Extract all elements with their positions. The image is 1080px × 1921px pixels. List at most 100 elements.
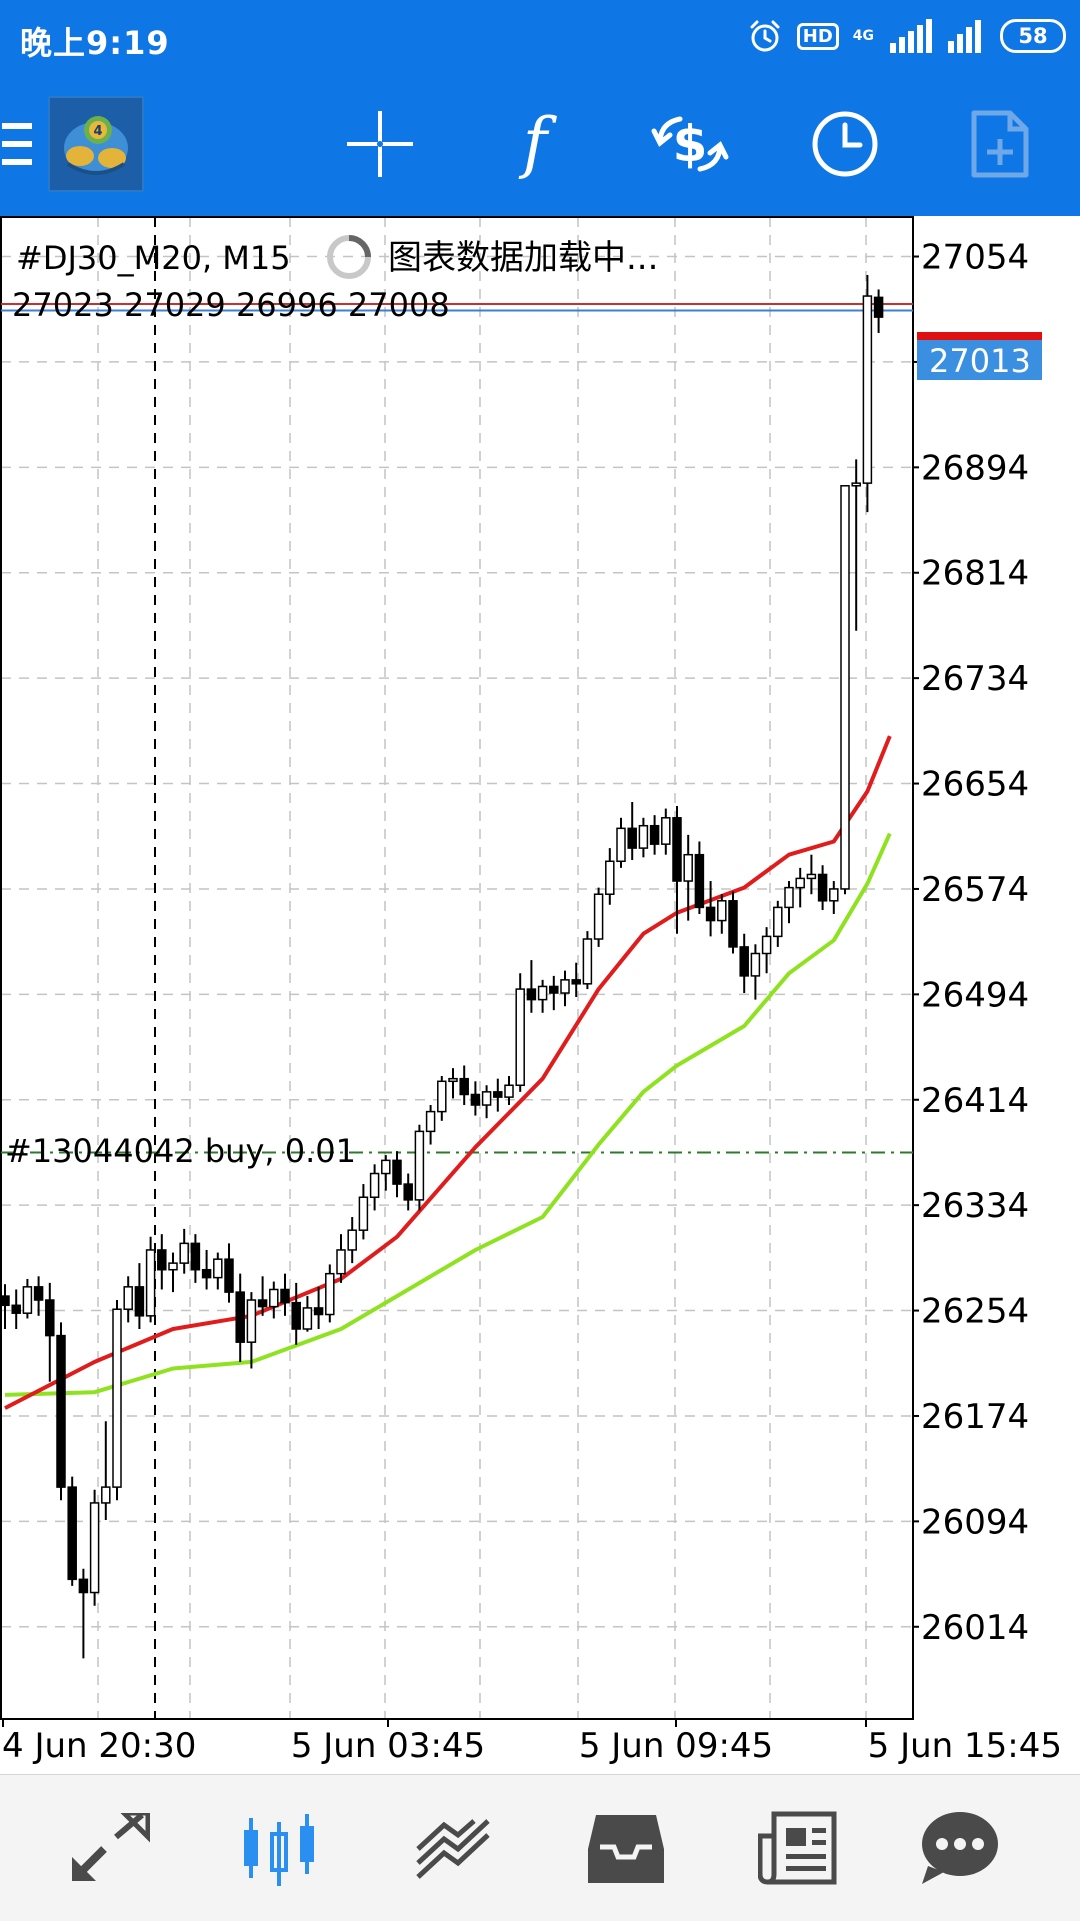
candle-body [739,946,749,977]
candle-body [235,1291,245,1343]
x-tick-label: 4 Jun 20:30 [2,1726,196,1766]
nav-chart[interactable] [222,1775,342,1921]
candle-body [11,1304,21,1314]
candle [571,962,581,997]
candle [582,931,593,990]
candle [661,808,671,855]
candle [78,1568,89,1659]
x-tick-label: 5 Jun 15:45 [868,1726,1062,1766]
chat-icon [922,1812,998,1884]
candle-body [56,1334,66,1488]
order-label: #13044042 buy, 0.01 [5,1132,356,1170]
candle [728,891,738,954]
battery-indicator: 58 [1000,19,1066,53]
candle-body [672,817,682,882]
metatrader-logo[interactable]: 4 [48,96,144,192]
candle-body [0,1295,10,1307]
candle [829,881,839,914]
candle-body [257,1299,268,1308]
candle [504,1076,514,1106]
y-tick-label: 26654 [921,765,1029,805]
candle-body [840,485,850,890]
candle-body [593,893,604,940]
candle-body [504,1084,514,1098]
history-icon [588,1815,664,1883]
x-tick-label: 5 Jun 09:45 [579,1726,773,1766]
candle-body [89,1502,100,1594]
y-tick-label: 26254 [921,1292,1029,1332]
candle-body [201,1268,212,1279]
candle-body [605,860,615,895]
candle [67,1476,77,1586]
y-tick-label: 26494 [921,975,1029,1015]
ma-fast-line [4,735,892,1410]
new-chart-icon [971,110,1029,178]
candle [515,973,525,1092]
candle-body [347,1229,357,1251]
candle-body [537,985,548,1001]
price-chart[interactable]: 2705426974268942681426734266542657426494… [0,216,1080,1774]
candle [425,1105,436,1145]
candle [89,1489,100,1606]
nav-news[interactable] [738,1775,858,1921]
svg-text:$: $ [673,115,708,173]
metatrader-logo-icon: 4 [64,116,128,175]
candle-body [157,1249,167,1271]
candle-body [829,888,839,902]
chart-frame [0,216,914,1720]
candle-body [392,1159,402,1185]
candle-body [168,1262,178,1271]
candle [761,927,772,974]
timeframe-button[interactable] [795,72,895,216]
status-time: 晚上9:19 [20,24,170,62]
candlestick-chart[interactable]: 2705426974268942681426734266542657426494… [0,216,1080,1774]
nav-trade[interactable] [394,1775,514,1921]
candle-body [134,1286,145,1317]
signal-icon-2 [948,20,981,53]
candle [627,801,637,860]
nav-history[interactable] [566,1775,686,1921]
candle-body [616,827,626,863]
candle-body [145,1249,156,1317]
candle [56,1322,66,1501]
candle [11,1289,21,1330]
candle [694,841,705,914]
ask-price-label [917,332,1042,340]
candle [269,1281,279,1319]
candle-body [336,1249,346,1275]
trade-button[interactable]: $ [640,72,740,216]
candle-body [280,1288,290,1304]
menu-button[interactable] [0,72,34,216]
y-tick-label: 26334 [921,1186,1029,1226]
candle-body [101,1486,111,1504]
candle [817,865,828,911]
candle-body [493,1091,503,1098]
indicators-button[interactable]: f [485,72,585,216]
nav-chat[interactable] [900,1775,1020,1921]
nav-quotes[interactable] [50,1775,170,1921]
crosshair-icon [347,111,413,177]
y-tick-label: 26174 [921,1397,1029,1437]
candle-body [515,988,525,1087]
candle [235,1273,245,1362]
candle-body [45,1299,55,1337]
candle [157,1234,167,1290]
candle-body [649,824,660,845]
candle [0,1284,10,1330]
candle [347,1217,357,1264]
candle-body [313,1307,324,1316]
candle-body [414,1130,425,1201]
new-chart-button[interactable] [950,72,1050,216]
candle [145,1236,156,1323]
indicators-icon: f [518,109,558,179]
candle-body [459,1077,469,1096]
candle-body [448,1077,458,1083]
price-axis: 2705426974268942681426734266542657426494… [913,238,1029,1648]
candle-body [437,1080,447,1113]
candle [403,1173,413,1211]
candle-body [33,1286,44,1301]
crosshair-button[interactable] [330,72,430,216]
candle [560,970,570,1007]
candle-body [325,1272,335,1316]
candle [795,867,805,908]
